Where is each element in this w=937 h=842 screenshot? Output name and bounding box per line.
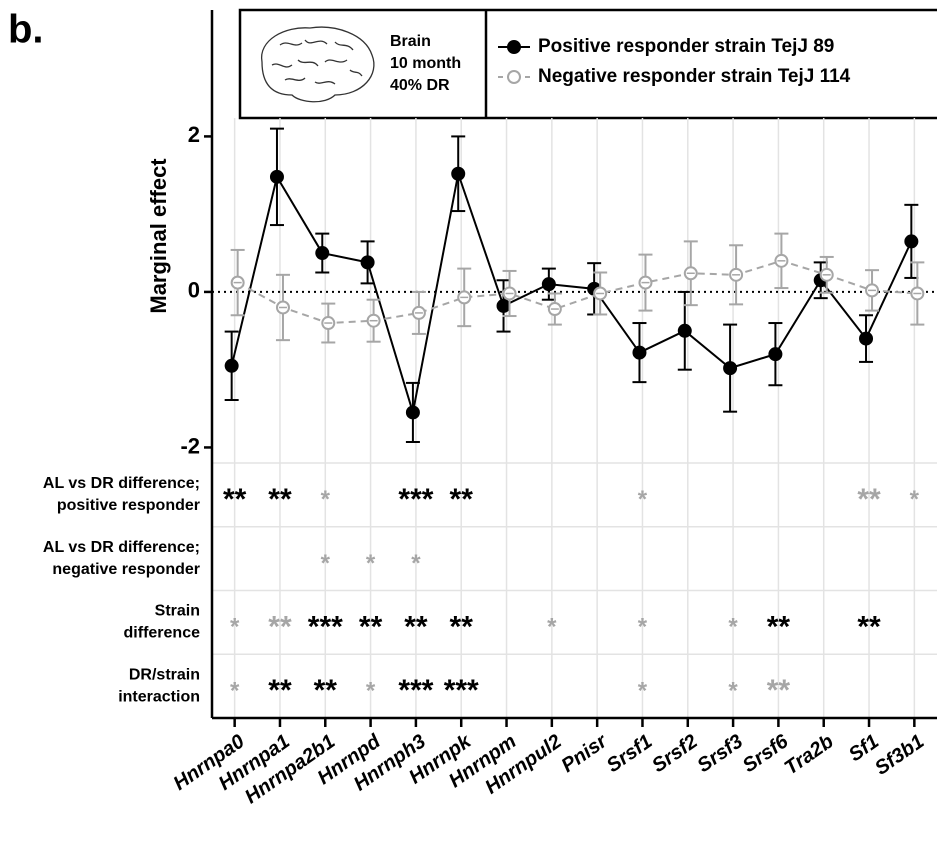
- legend-label: Negative responder strain TejJ 114: [538, 66, 851, 87]
- row-label: AL vs DR difference;: [43, 475, 200, 492]
- significance-mark: **: [268, 674, 292, 707]
- significance-mark: *: [366, 677, 376, 704]
- significance-mark: **: [359, 610, 383, 643]
- x-tick-label: Pnisr: [557, 730, 612, 777]
- brain-icon: [261, 26, 375, 103]
- y-tick-label: 2: [188, 122, 200, 147]
- data-point: [768, 347, 783, 362]
- significance-mark: *: [321, 550, 331, 577]
- data-point: [723, 361, 738, 376]
- data-point: [451, 166, 466, 181]
- panel-label: b.: [8, 8, 44, 52]
- series-line: [237, 259, 918, 325]
- row-label: negative responder: [52, 561, 200, 578]
- data-point: [496, 298, 511, 313]
- row-label: Strain: [155, 603, 200, 620]
- significance-mark: *: [638, 614, 648, 641]
- significance-mark: ***: [398, 483, 433, 516]
- x-tick-label: Tra2b: [781, 730, 838, 779]
- legend-label: Positive responder strain TejJ 89: [538, 36, 834, 57]
- significance-mark: *: [230, 614, 240, 641]
- significance-mark: **: [314, 674, 338, 707]
- x-tick-label: Srsf6: [739, 730, 793, 777]
- y-axis-title: Marginal effect: [146, 158, 171, 314]
- y-tick-label: -2: [180, 433, 200, 458]
- x-tick-label: Srsf3: [693, 730, 747, 777]
- x-tick-label: Sf3b1: [871, 730, 928, 779]
- data-point: [859, 331, 874, 346]
- significance-mark: **: [767, 610, 791, 643]
- significance-mark: ***: [308, 610, 343, 643]
- significance-mark: *: [547, 614, 557, 641]
- row-label: difference: [124, 625, 201, 642]
- x-tick-label: Srsf1: [603, 730, 657, 777]
- data-point: [541, 277, 556, 292]
- data-point: [904, 234, 919, 249]
- data-point: [224, 358, 239, 373]
- inset-text: Brain: [390, 33, 431, 50]
- significance-mark: *: [230, 677, 240, 704]
- series: [230, 232, 925, 344]
- inset-text: 10 month: [390, 55, 461, 72]
- legend-marker: [507, 40, 521, 54]
- row-label: AL vs DR difference;: [43, 539, 200, 556]
- row-label: positive responder: [57, 497, 200, 514]
- significance-mark: *: [638, 486, 648, 513]
- row-label: interaction: [118, 688, 200, 705]
- data-point: [360, 255, 375, 270]
- y-tick-label: 0: [188, 278, 200, 303]
- significance-mark: **: [450, 610, 474, 643]
- significance-mark: **: [223, 483, 247, 516]
- inset-text: 40% DR: [390, 77, 450, 94]
- significance-mark: **: [857, 483, 881, 516]
- significance-mark: *: [728, 677, 738, 704]
- significance-mark: **: [767, 674, 791, 707]
- significance-mark: *: [910, 486, 920, 513]
- significance-mark: *: [638, 677, 648, 704]
- series: [224, 127, 919, 444]
- data-point: [269, 169, 284, 184]
- significance-mark: **: [268, 483, 292, 516]
- significance-mark: *: [321, 486, 331, 513]
- data-point: [315, 246, 330, 261]
- significance-mark: ***: [398, 674, 433, 707]
- significance-mark: **: [268, 610, 292, 643]
- data-point: [405, 405, 420, 420]
- significance-mark: ***: [444, 674, 479, 707]
- legend-box: [238, 8, 937, 120]
- legend-marker: [507, 70, 521, 84]
- row-label: DR/strain: [129, 666, 200, 683]
- data-point: [632, 345, 647, 360]
- significance-mark: *: [366, 550, 376, 577]
- x-tick-label: Srsf2: [648, 730, 702, 777]
- data-point: [677, 323, 692, 338]
- series-line: [230, 169, 913, 413]
- significance-mark: *: [411, 550, 421, 577]
- significance-mark: **: [857, 610, 881, 643]
- significance-mark: **: [450, 483, 474, 516]
- significance-mark: **: [404, 610, 428, 643]
- significance-mark: *: [728, 614, 738, 641]
